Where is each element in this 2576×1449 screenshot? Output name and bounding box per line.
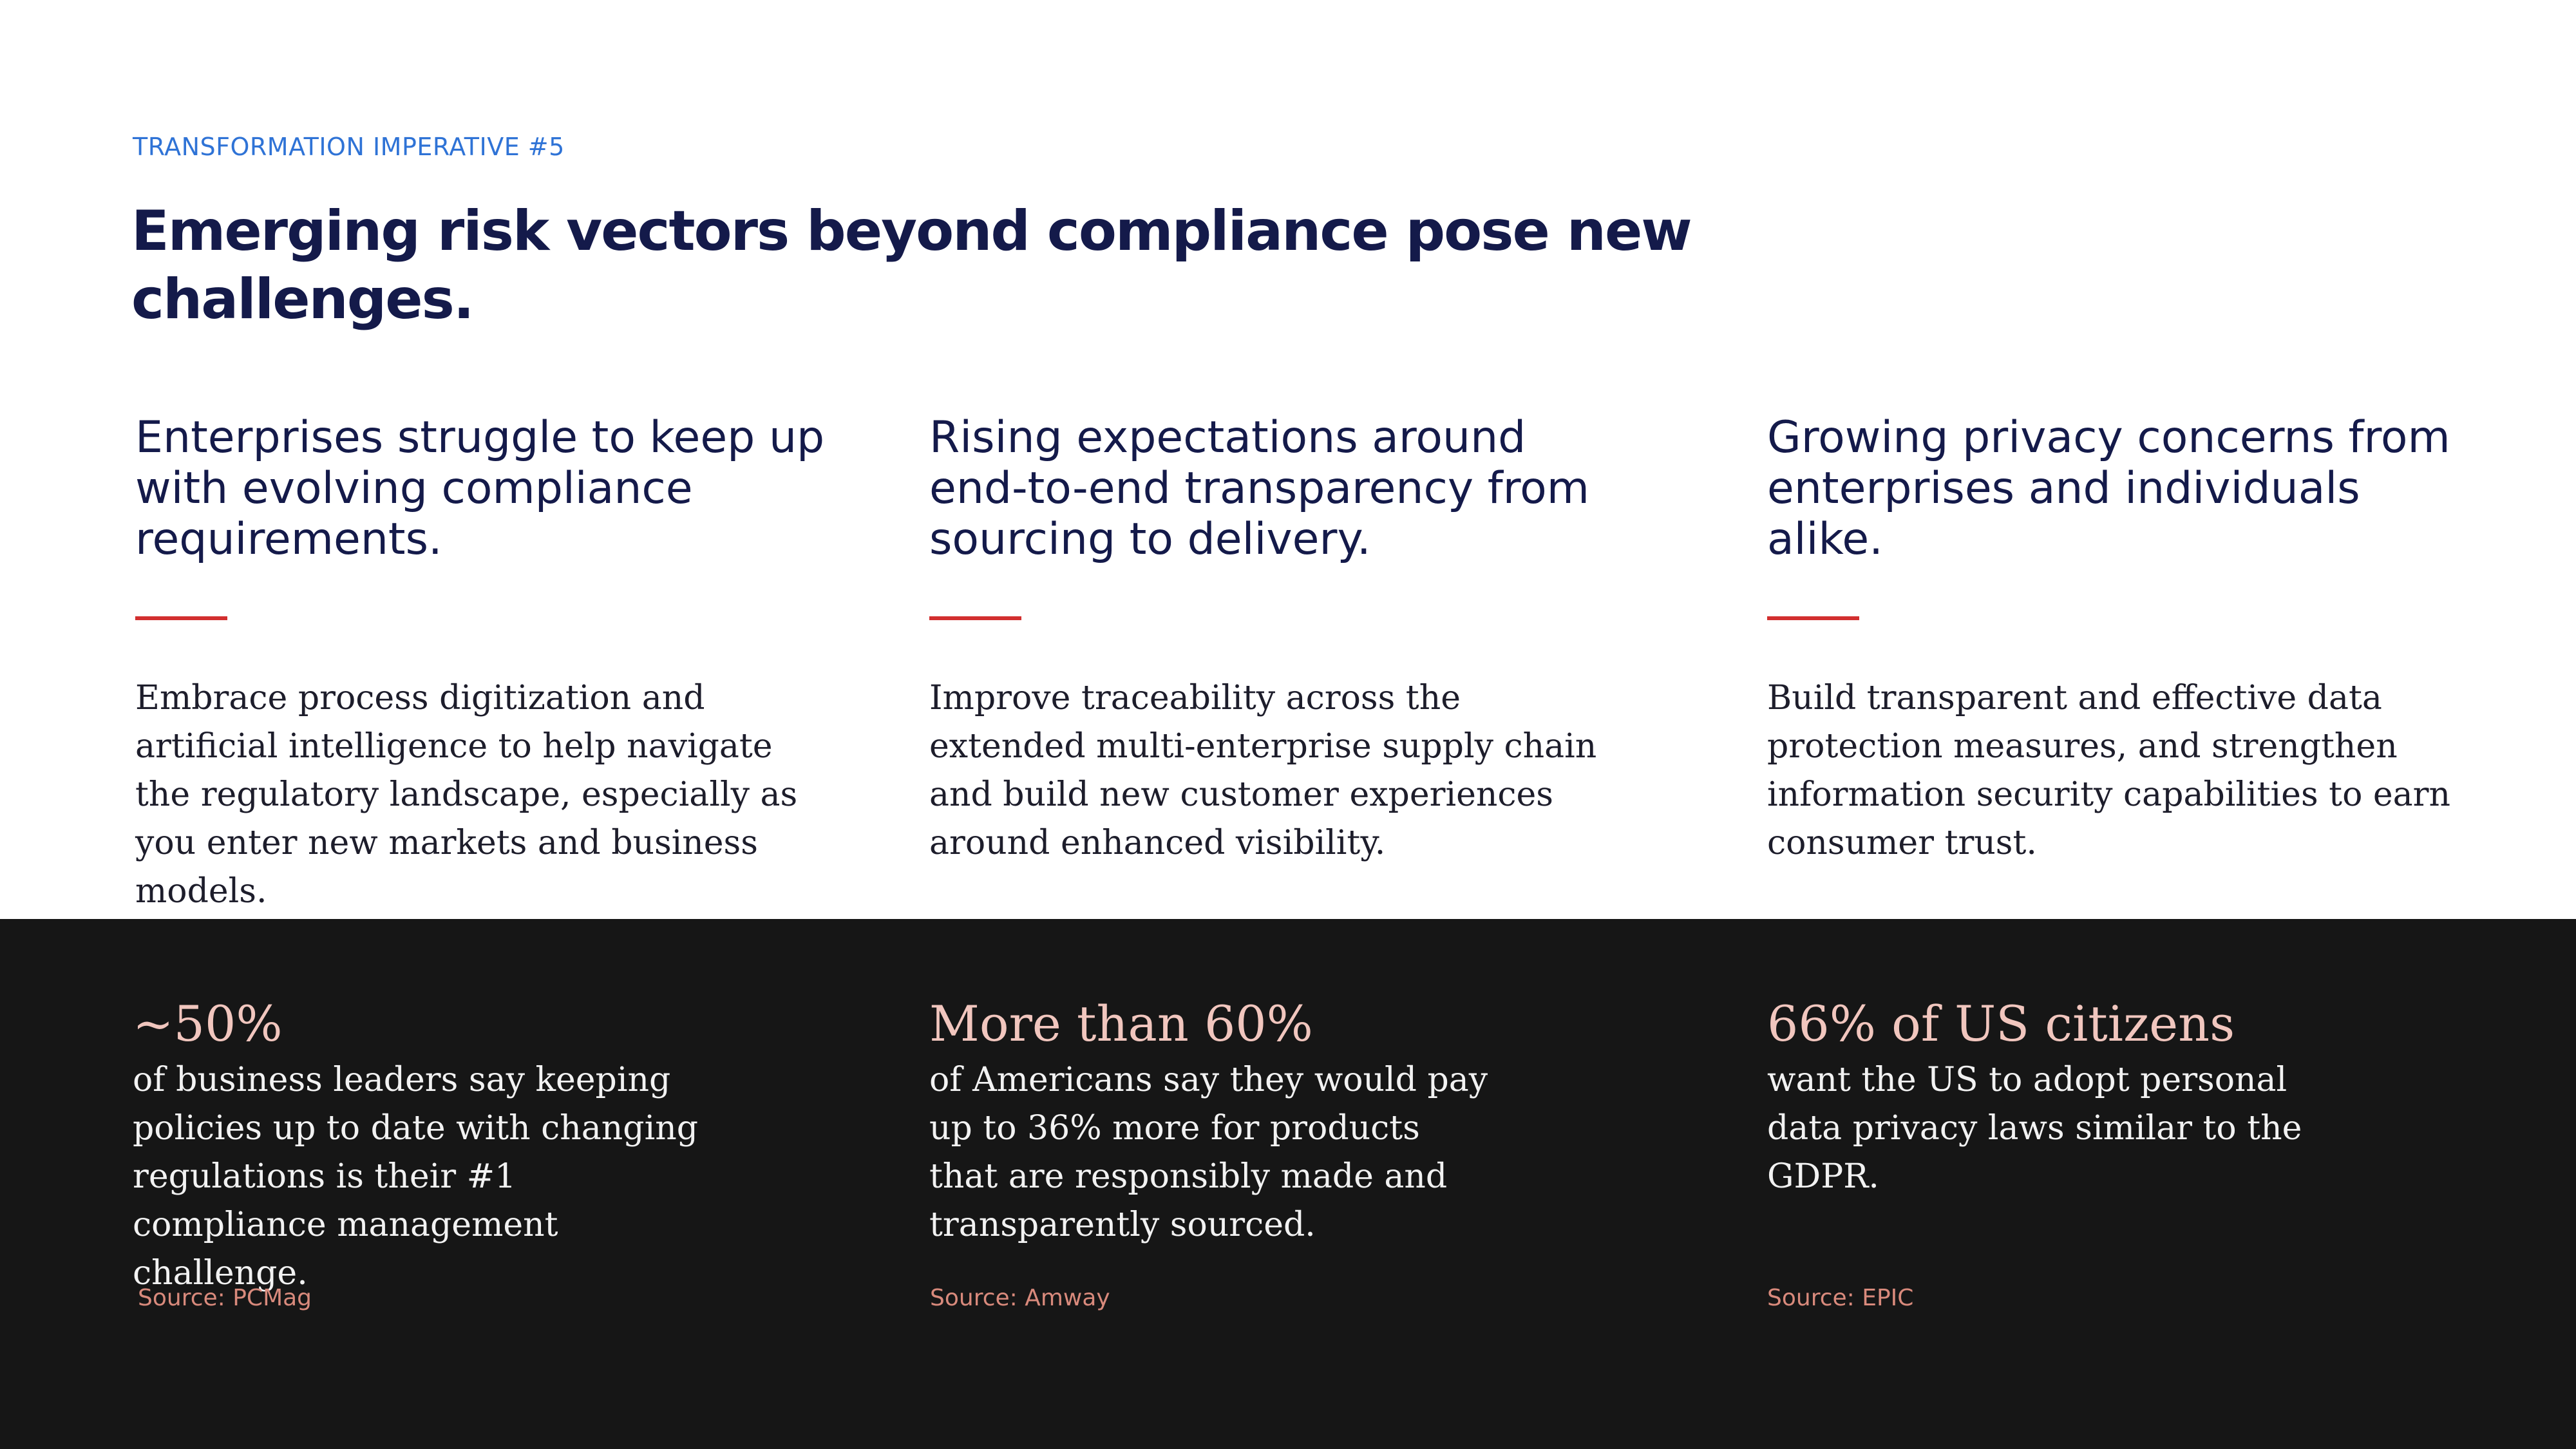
imperative-column-transparency: Rising expectations around end-to-end tr… <box>929 412 1625 867</box>
stats-band <box>0 919 2576 1449</box>
imperative-column-privacy: Growing privacy concerns from enterprise… <box>1767 412 2463 867</box>
stat-value: ~50% <box>133 995 283 1052</box>
column-heading: Rising expectations around end-to-end tr… <box>929 412 1589 565</box>
column-heading: Growing privacy concerns from enterprise… <box>1767 412 2450 565</box>
stat-description: of business leaders say keeping policies… <box>133 1061 698 1293</box>
stat-description: want the US to adopt personal data priva… <box>1767 1061 2302 1196</box>
stat-value: More than 60% <box>929 995 1313 1052</box>
stat-block-compliance: ~50% of business leaders say keeping pol… <box>133 992 841 1298</box>
column-heading: Enterprises struggle to keep up with evo… <box>135 412 825 565</box>
imperative-column-compliance: Enterprises struggle to keep up with evo… <box>135 412 831 916</box>
stat-source: Source: EPIC <box>1767 1285 1914 1311</box>
stat-description: of Americans say they would pay up to 36… <box>929 1061 1488 1244</box>
stat-block-privacy: 66% of US citizens want the US to adopt … <box>1767 992 2476 1201</box>
stat-value: 66% of US citizens <box>1767 995 2235 1052</box>
page-title: Emerging risk vectors beyond compliance … <box>131 199 1692 332</box>
stat-block-transparency: More than 60% of Americans say they woul… <box>929 992 1638 1249</box>
stat-source: Source: PCMag <box>138 1285 312 1311</box>
column-body: Embrace process digitization and artific… <box>135 679 798 911</box>
stat-source: Source: Amway <box>930 1285 1110 1311</box>
accent-divider <box>1767 616 1859 620</box>
accent-divider <box>135 616 227 620</box>
column-body: Improve traceability across the extended… <box>929 679 1597 862</box>
section-eyebrow: TRANSFORMATION IMPERATIVE #5 <box>133 133 565 161</box>
column-body: Build transparent and effective data pro… <box>1767 679 2451 862</box>
accent-divider <box>929 616 1021 620</box>
